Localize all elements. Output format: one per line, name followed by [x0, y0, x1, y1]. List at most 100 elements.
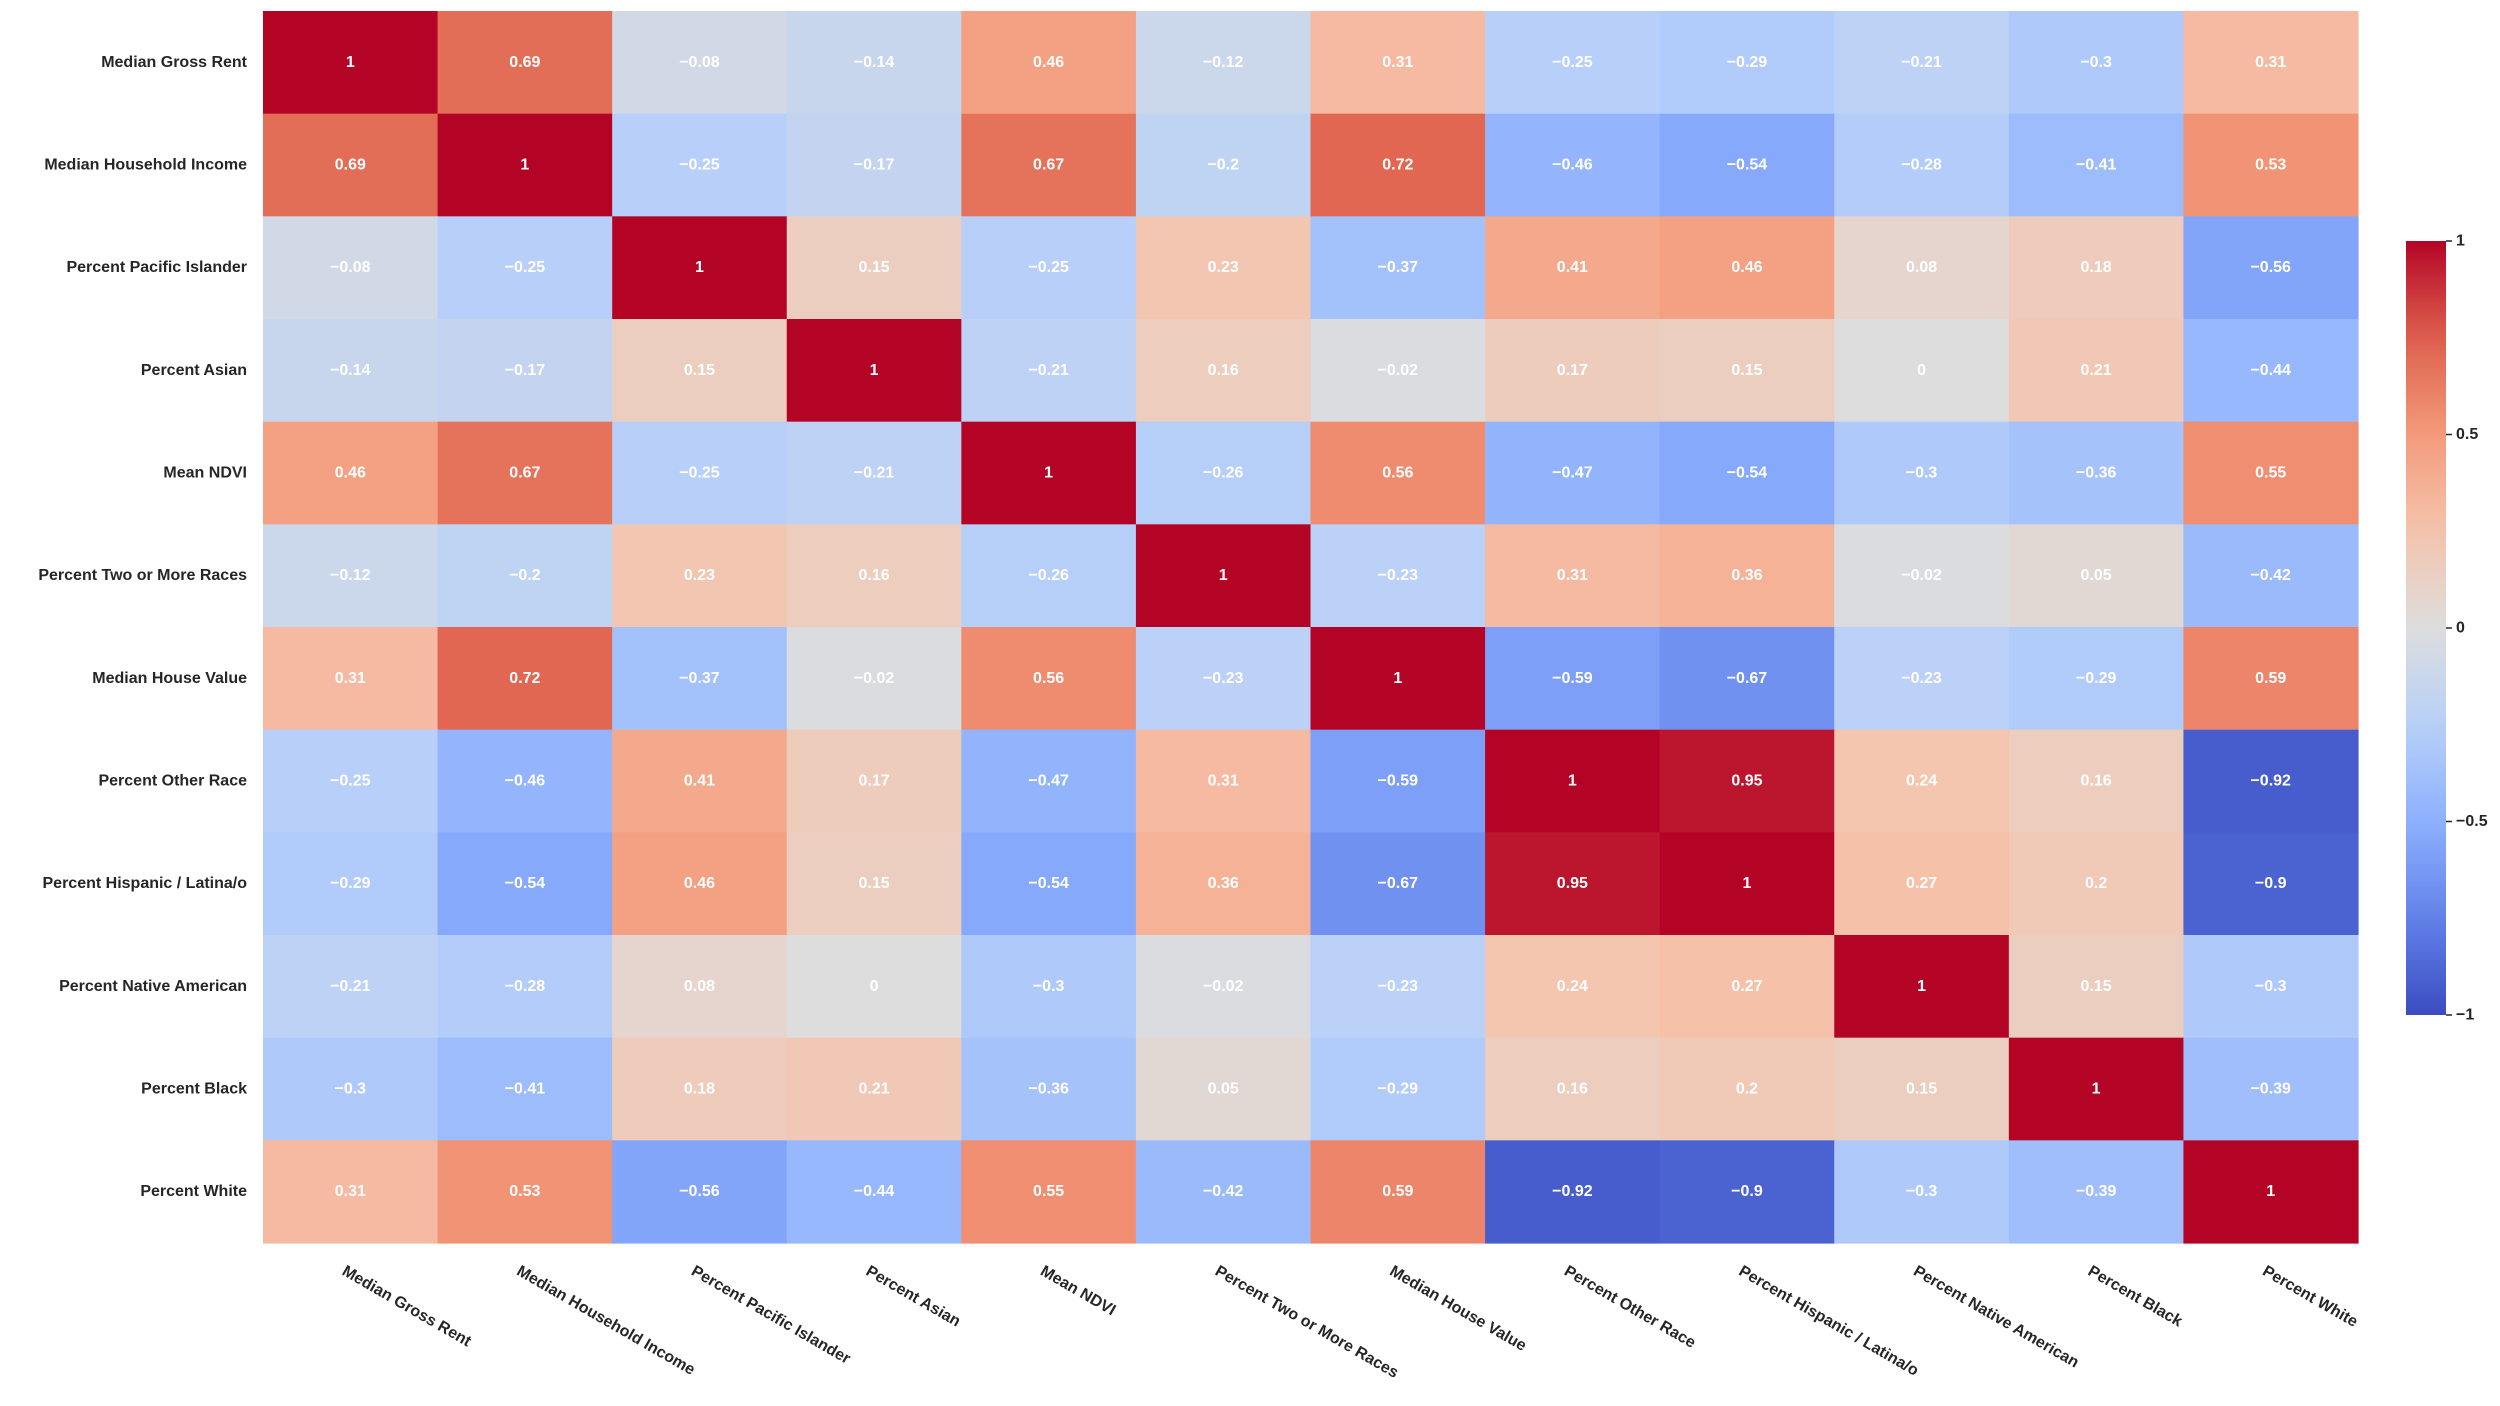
cell-value-label-r2-c6: −0.37 [1378, 259, 1419, 276]
heatmap-cell-r4-c6 [1310, 421, 1486, 525]
heatmap-cell-r6-c1 [437, 627, 613, 731]
heatmap-cell-r0-c7 [1485, 11, 1661, 115]
row-label-percent-other-race: Percent Other Race [98, 773, 247, 790]
cell-value-label-r9-c4: −0.3 [1033, 978, 1065, 995]
cell-value-label-r5-c1: −0.2 [509, 567, 541, 584]
cell-value-label-r5-c9: −0.02 [1901, 567, 1942, 584]
heatmap-cell-r6-c5 [1135, 627, 1312, 731]
cell-value-label-r8-c7: 0.95 [1557, 875, 1588, 892]
colorbar-gradient [2406, 241, 2446, 1015]
heatmap-cell-r8-c1 [437, 832, 613, 936]
cell-value-label-r4-c3: −0.21 [854, 465, 895, 482]
cell-value-label-r5-c4: −0.26 [1028, 567, 1069, 584]
cell-value-label-r3-c7: 0.17 [1557, 362, 1588, 379]
cell-value-label-r7-c3: 0.17 [858, 773, 889, 790]
cell-value-label-r3-c4: −0.21 [1028, 362, 1069, 379]
cell-value-label-r2-c2: 1 [695, 259, 704, 276]
heatmap-cell-r9-c0 [263, 935, 439, 1039]
cell-value-label-r3-c9: 0 [1917, 362, 1926, 379]
column-label-percent-black: Percent Black [2085, 1263, 2185, 1331]
heatmap-cell-r10-c5 [1135, 1037, 1312, 1141]
cell-value-label-r9-c10: 0.15 [2081, 978, 2112, 995]
cell-value-label-r7-c8: 0.95 [1731, 773, 1762, 790]
heatmap-cell-r0-c10 [2008, 11, 2185, 115]
cell-value-label-r11-c8: −0.9 [1731, 1183, 1763, 1200]
heatmap-cell-r7-c0 [263, 729, 439, 833]
cell-value-label-r4-c11: 0.55 [2255, 465, 2286, 482]
cell-value-label-r0-c1: 0.69 [509, 54, 540, 71]
cell-value-label-r0-c8: −0.29 [1727, 54, 1768, 71]
heatmap-cell-r5-c11 [2183, 524, 2359, 628]
heatmap-cells [263, 11, 2359, 1244]
cell-value-label-r9-c3: 0 [870, 978, 879, 995]
heatmap-cell-r1-c9 [1834, 113, 2010, 217]
column-label-mean-ndvi: Mean NDVI [1037, 1263, 1118, 1320]
heatmap-cell-r10-c11 [2183, 1037, 2359, 1141]
cell-value-label-r1-c7: −0.46 [1552, 157, 1593, 174]
column-label-percent-other-race: Percent Other Race [1561, 1263, 1698, 1352]
cell-value-label-r5-c11: −0.42 [2250, 567, 2291, 584]
cell-value-label-r8-c8: 1 [1743, 875, 1752, 892]
heatmap-cell-r6-c4 [961, 627, 1137, 731]
row-label-percent-black: Percent Black [141, 1081, 247, 1098]
heatmap-cell-r0-c1 [437, 11, 613, 115]
heatmap-cell-r4-c7 [1485, 421, 1661, 525]
heatmap-cell-r2-c5 [1135, 216, 1312, 320]
cell-value-label-r10-c7: 0.16 [1557, 1081, 1588, 1098]
cell-value-label-r0-c2: −0.08 [679, 54, 720, 71]
colorbar-tick-label: 1 [2456, 233, 2465, 250]
cell-value-label-r4-c1: 0.67 [509, 465, 540, 482]
cell-value-label-r11-c9: −0.3 [1906, 1183, 1938, 1200]
heatmap-cell-r4-c0 [263, 421, 439, 525]
cell-value-label-r6-c11: 0.59 [2255, 670, 2286, 687]
cell-value-label-r2-c0: −0.08 [330, 259, 371, 276]
heatmap-cell-r5-c4 [961, 524, 1137, 628]
cell-value-label-r7-c7: 1 [1568, 773, 1577, 790]
column-label-median-house-value: Median House Value [1387, 1263, 1530, 1355]
column-labels: Median Gross Rent Median Household Income… [339, 1263, 2360, 1382]
heatmap-cell-r3-c1 [437, 319, 613, 423]
cell-value-label-r4-c9: −0.3 [1906, 465, 1938, 482]
cell-value-label-r8-c3: 0.15 [858, 875, 889, 892]
cell-value-label-r6-c3: −0.02 [854, 670, 895, 687]
heatmap-cell-r5-c10 [2008, 524, 2185, 628]
heatmap-cell-r4-c9 [1834, 421, 2010, 525]
cell-value-label-r1-c11: 0.53 [2255, 157, 2286, 174]
cell-value-label-r0-c0: 1 [346, 54, 355, 71]
cell-value-label-r6-c2: −0.37 [679, 670, 720, 687]
cell-value-label-r1-c0: 0.69 [335, 157, 366, 174]
heatmap-cell-r1-c2 [612, 113, 788, 217]
heatmap-cell-r7-c9 [1834, 729, 2010, 833]
heatmap-cell-r5-c0 [263, 524, 439, 628]
heatmap-cell-r11-c0 [263, 1140, 439, 1244]
heatmap-cell-r7-c7 [1485, 729, 1661, 833]
heatmap-cell-r11-c5 [1135, 1140, 1312, 1244]
heatmap-cell-r0-c3 [786, 11, 962, 115]
cell-value-label-r9-c5: −0.02 [1203, 978, 1244, 995]
heatmap-cell-r8-c2 [612, 832, 788, 936]
cell-value-label-r10-c4: −0.36 [1028, 1081, 1069, 1098]
cell-value-label-r8-c2: 0.46 [684, 875, 715, 892]
row-label-percent-two-or-more-races: Percent Two or More Races [38, 567, 247, 584]
cell-value-label-r8-c10: 0.2 [2085, 875, 2107, 892]
heatmap-cell-r7-c4 [961, 729, 1137, 833]
cell-value-label-r10-c11: −0.39 [2250, 1081, 2291, 1098]
heatmap-cell-r10-c0 [263, 1037, 439, 1141]
heatmap-cell-r3-c8 [1659, 319, 1835, 423]
heatmap-cell-r9-c5 [1135, 935, 1312, 1039]
heatmap-cell-r3-c6 [1310, 319, 1486, 423]
cell-value-label-r7-c4: −0.47 [1028, 773, 1069, 790]
cell-value-label-r11-c0: 0.31 [335, 1183, 366, 1200]
cell-value-label-r7-c9: 0.24 [1906, 773, 1937, 790]
cell-value-label-r6-c7: −0.59 [1552, 670, 1593, 687]
heatmap-cell-r9-c10 [2008, 935, 2185, 1039]
cell-value-label-r10-c10: 1 [2092, 1081, 2101, 1098]
heatmap-cell-r2-c4 [961, 216, 1137, 320]
cell-value-label-r2-c8: 0.46 [1731, 259, 1762, 276]
cell-value-label-r10-c2: 0.18 [684, 1081, 715, 1098]
heatmap-cell-r0-c0 [263, 11, 439, 115]
cell-value-label-r10-c0: −0.3 [334, 1081, 366, 1098]
cell-value-label-r10-c8: 0.2 [1736, 1081, 1758, 1098]
row-label-percent-pacific-islander: Percent Pacific Islander [66, 259, 247, 276]
heatmap-cell-r10-c4 [961, 1037, 1137, 1141]
